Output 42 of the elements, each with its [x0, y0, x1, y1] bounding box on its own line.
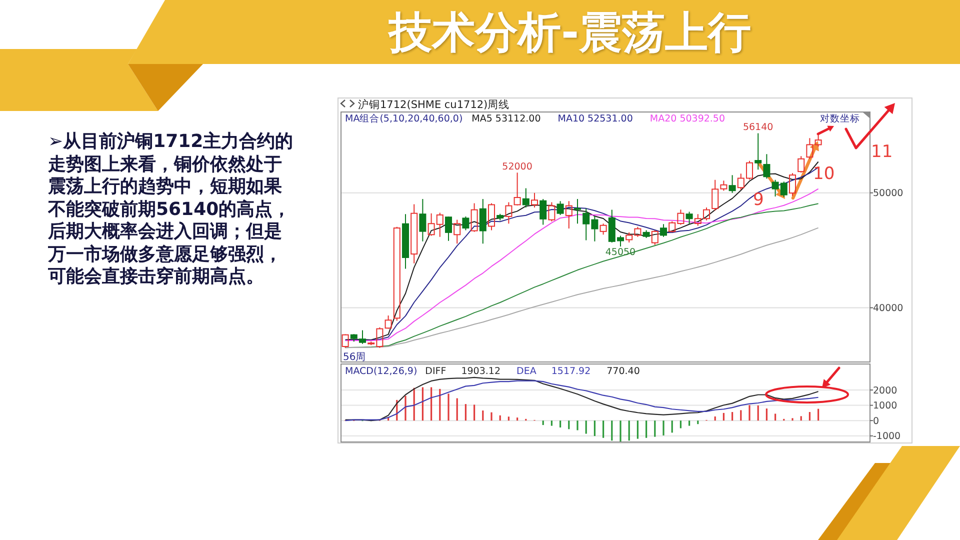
- candlestick: [410, 204, 418, 264]
- y-tick-label: 0: [873, 416, 880, 427]
- candlestick: [530, 192, 538, 208]
- y-tick-label: -1000: [873, 431, 901, 442]
- chart-title: 沪铜1712(SHME cu1712)周线: [358, 98, 510, 111]
- y-tick-label: 1000: [873, 400, 898, 412]
- y-tick-label: 2000: [873, 385, 898, 396]
- annotation: 56140: [742, 122, 774, 134]
- candlestick: [565, 200, 572, 230]
- series-label: DEA 1517.92: [516, 366, 591, 377]
- candlestick: [419, 198, 426, 242]
- candlestick: [358, 330, 366, 344]
- text: 11: [871, 142, 893, 162]
- text: ➢从目前沪铜1712主力合约的走势图上来看，铜价依然处于震荡上行的趋势中，短期如果不能突破前期56140的高点，后期大概率会进入回调；但是万一市场做多意愿足够强烈，可能会直接击穿前期高点。: [48, 131, 294, 288]
- text: MA20 50392.50: [650, 114, 726, 124]
- annotation: 770.40: [606, 366, 640, 377]
- legend-title: MA组合(5,10,20,40,60,0): [345, 112, 463, 124]
- text: MA5 53112.00: [472, 114, 541, 124]
- annotation: 9: [753, 190, 764, 210]
- legend-title: MACD(12,26,9): [345, 366, 418, 377]
- line-series: [344, 227, 819, 348]
- candlestick: [728, 174, 736, 194]
- annotation: 56周: [343, 352, 366, 363]
- text: 技术分析-震荡上行: [387, 8, 751, 58]
- candlestick: [522, 188, 530, 208]
- candlestick: [514, 172, 521, 206]
- annotation: 10: [813, 164, 835, 184]
- candlestick: [402, 214, 410, 270]
- text: MA10 52531.00: [558, 114, 633, 124]
- candlestick: [763, 154, 770, 180]
- candlestick: [454, 219, 461, 244]
- y-tick-label: 40000: [873, 303, 904, 314]
- candlestick: [574, 198, 582, 224]
- series-label: DIFF 1903.12: [425, 366, 501, 377]
- annotation: 45050: [605, 247, 636, 258]
- candlestick: [505, 202, 512, 224]
- candlestick: [754, 132, 762, 170]
- annotation: 52000: [502, 162, 532, 173]
- candlestick: [479, 198, 486, 244]
- annotation: 对数坐标: [820, 112, 860, 124]
- candlestick: [470, 202, 478, 232]
- y-tick-label: 50000: [873, 188, 904, 200]
